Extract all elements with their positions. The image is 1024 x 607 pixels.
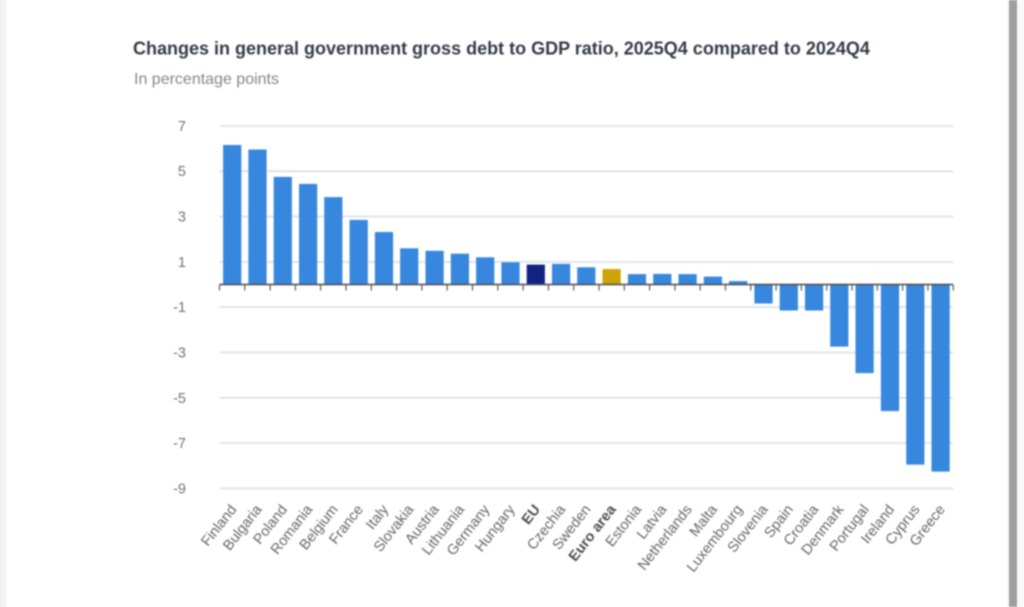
svg-text:Changes in general government: Changes in general government gross debt… [133, 39, 870, 59]
svg-text:-9: -9 [173, 481, 186, 497]
svg-text:-5: -5 [173, 391, 186, 407]
svg-text:-7: -7 [173, 436, 186, 452]
svg-text:-1: -1 [173, 300, 186, 316]
svg-text:5: 5 [178, 164, 186, 180]
svg-text:In percentage points: In percentage points [134, 71, 279, 88]
svg-text:-3: -3 [173, 345, 186, 361]
svg-text:7: 7 [178, 119, 186, 135]
svg-text:3: 3 [178, 210, 186, 226]
svg-text:1: 1 [178, 255, 186, 271]
